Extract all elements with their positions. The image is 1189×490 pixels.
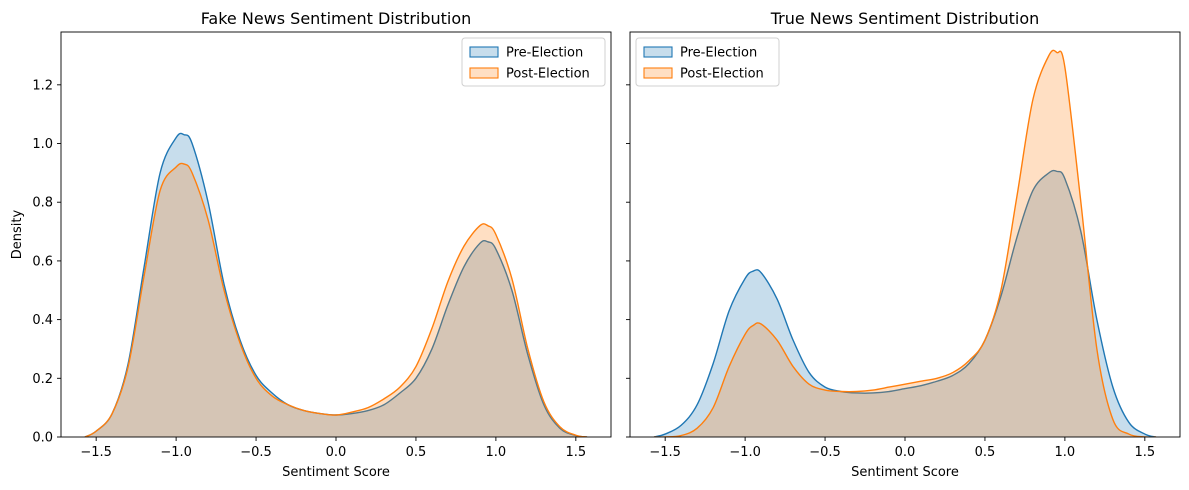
legend: Pre-Election Post-Election xyxy=(461,37,606,87)
chart-panel-1: −1.5 −1.0 −0.5 0.0 0.5 1.0 1.5 0.0 0.2 0.4 0.6 0.8 1… xyxy=(10,9,612,480)
x-tick-label: 0.5 xyxy=(975,445,996,460)
x-tick-label: 1.0 xyxy=(1055,445,1076,460)
series-line-pre-election xyxy=(653,169,1157,437)
x-tick-label: 0.0 xyxy=(326,445,347,460)
y-tick-label: 0.6 xyxy=(32,254,53,269)
y-tick-label: 1.0 xyxy=(32,137,53,152)
series-line-post-election xyxy=(84,162,588,437)
x-tick-label: −0.5 xyxy=(809,445,841,460)
x-tick-label: −1.5 xyxy=(80,445,112,460)
legend-swatch-pre-election xyxy=(469,46,499,58)
y-tick-label: 1.2 xyxy=(32,78,53,93)
chart-title: True News Sentiment Distribution xyxy=(770,9,1040,28)
series-area-pre-election xyxy=(84,133,588,437)
x-tick-label: −1.5 xyxy=(649,445,681,460)
x-tick-label: −0.5 xyxy=(240,445,272,460)
y-tick-label: 0.4 xyxy=(32,313,53,328)
y-tick-label: 0.0 xyxy=(32,431,53,446)
x-tick-label: −1.0 xyxy=(729,445,761,460)
x-tick-label: 1.0 xyxy=(486,445,507,460)
legend-label-pre-election: Pre-Election xyxy=(506,46,583,61)
legend-label-pre-election: Pre-Election xyxy=(680,46,757,61)
x-tick-label: 0.5 xyxy=(406,445,427,460)
series-area-post-election xyxy=(84,163,588,437)
chart-panel-2: −1.5 −1.0 −0.5 0.0 0.5 1.0 1.5 True News Sentim… xyxy=(626,9,1181,480)
legend-label-post-election: Post-Election xyxy=(506,67,590,82)
y-axis-label: Density xyxy=(10,209,25,259)
x-axis-label: Sentiment Score xyxy=(851,465,959,480)
x-tick-label: −1.0 xyxy=(160,445,192,460)
series-area-pre-election xyxy=(653,170,1157,437)
x-tick-label: 1.5 xyxy=(1134,445,1155,460)
y-tick-label: 0.2 xyxy=(32,372,53,387)
legend-label-post-election: Post-Election xyxy=(680,67,764,82)
plot-area xyxy=(84,132,588,437)
plot-area xyxy=(653,49,1157,437)
legend-swatch-post-election xyxy=(643,67,673,79)
series-line-post-election xyxy=(653,49,1157,437)
x-tick-label: 0.0 xyxy=(895,445,916,460)
y-tick-label: 0.8 xyxy=(32,196,53,211)
series-area-post-election xyxy=(653,50,1157,437)
legend-swatch-post-election xyxy=(469,67,499,79)
legend-swatch-pre-election xyxy=(643,46,673,58)
x-tick-label: 1.5 xyxy=(565,445,586,460)
x-axis-label: Sentiment Score xyxy=(282,465,390,480)
chart-title: Fake News Sentiment Distribution xyxy=(201,9,472,28)
legend: Pre-Election Post-Election xyxy=(635,37,780,87)
